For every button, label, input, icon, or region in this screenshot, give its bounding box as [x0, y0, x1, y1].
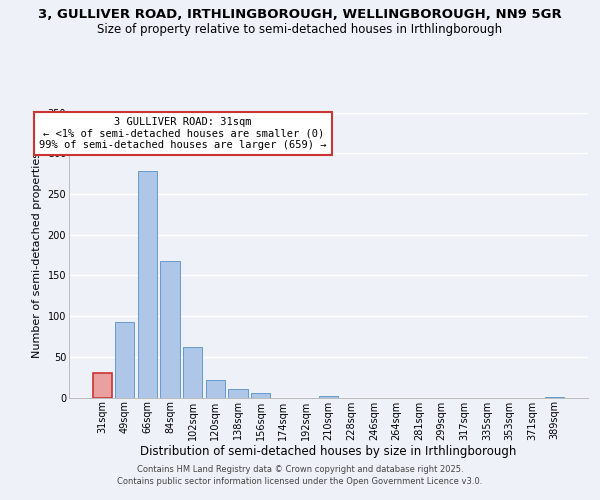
- Bar: [251, 394, 270, 398]
- Bar: [319, 396, 338, 398]
- Text: Contains HM Land Registry data © Crown copyright and database right 2025.: Contains HM Land Registry data © Crown c…: [137, 465, 463, 474]
- Text: 3, GULLIVER ROAD, IRTHLINGBOROUGH, WELLINGBOROUGH, NN9 5GR: 3, GULLIVER ROAD, IRTHLINGBOROUGH, WELLI…: [38, 8, 562, 20]
- Text: Contains public sector information licensed under the Open Government Licence v3: Contains public sector information licen…: [118, 477, 482, 486]
- Bar: [229, 388, 248, 398]
- Y-axis label: Number of semi-detached properties: Number of semi-detached properties: [32, 152, 42, 358]
- Text: Size of property relative to semi-detached houses in Irthlingborough: Size of property relative to semi-detach…: [97, 22, 503, 36]
- Bar: [206, 380, 225, 398]
- Bar: [138, 171, 157, 398]
- Bar: [160, 260, 180, 398]
- Bar: [545, 396, 565, 398]
- Bar: [115, 322, 134, 398]
- Text: 3 GULLIVER ROAD: 31sqm
← <1% of semi-detached houses are smaller (0)
99% of semi: 3 GULLIVER ROAD: 31sqm ← <1% of semi-det…: [40, 117, 327, 150]
- Bar: [92, 373, 112, 398]
- X-axis label: Distribution of semi-detached houses by size in Irthlingborough: Distribution of semi-detached houses by …: [140, 445, 517, 458]
- Bar: [183, 347, 202, 398]
